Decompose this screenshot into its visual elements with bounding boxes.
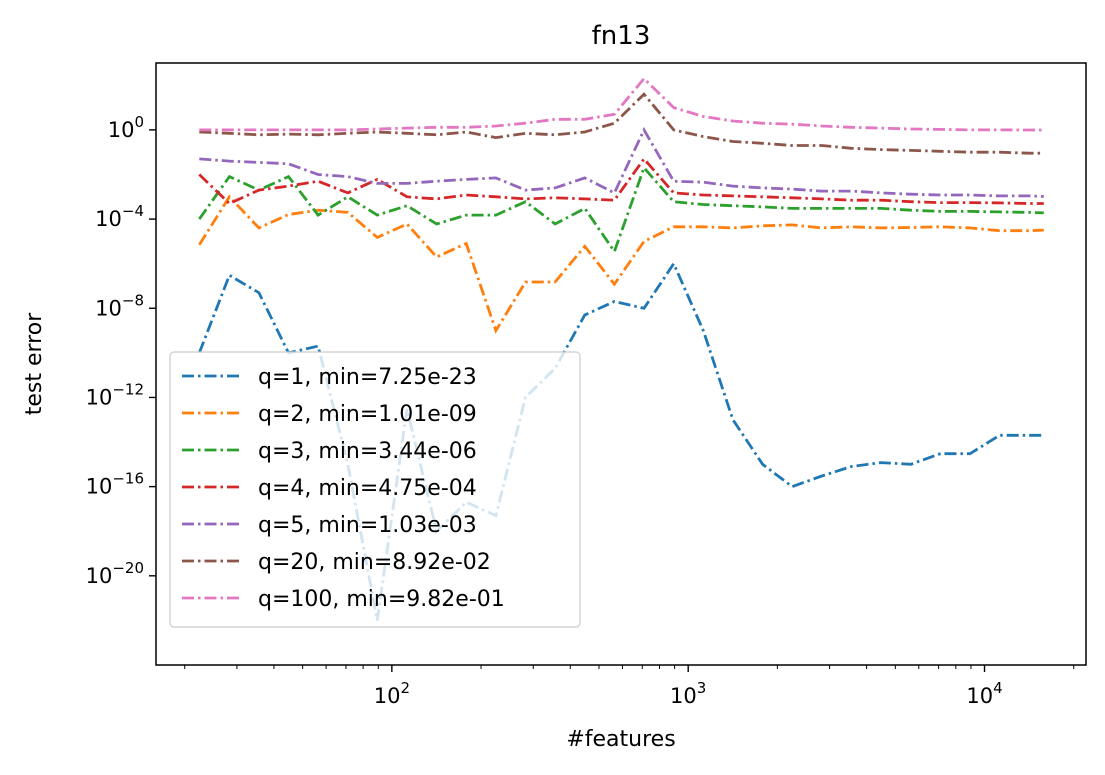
y-tick-label: 10−8 bbox=[95, 291, 144, 320]
chart-title: fn13 bbox=[592, 21, 651, 51]
legend-label-7: q=100, min=9.82e-01 bbox=[258, 587, 505, 612]
x-tick-label: 104 bbox=[966, 679, 1002, 708]
y-tick-label: 10−20 bbox=[86, 559, 144, 588]
x-axis-label: #features bbox=[566, 727, 675, 752]
series-line-2 bbox=[198, 194, 1044, 334]
series-line-7 bbox=[199, 76, 1044, 132]
legend-label-2: q=2, min=1.01e-09 bbox=[258, 402, 477, 427]
y-tick-label: 10−4 bbox=[95, 202, 144, 231]
series-line-5 bbox=[199, 126, 1044, 198]
legend-label-3: q=3, min=3.44e-06 bbox=[258, 439, 477, 464]
y-tick-label: 10−12 bbox=[86, 380, 144, 409]
series-line-6 bbox=[199, 92, 1044, 155]
legend-box bbox=[169, 351, 581, 628]
tick-layer: 102 103 104 100 10−4 10−8 10−12 10−16 10−20 bbox=[86, 113, 1075, 708]
legend-label-6: q=20, min=8.92e-02 bbox=[258, 550, 491, 575]
y-tick-label: 10−16 bbox=[86, 470, 144, 499]
y-axis-label: test error bbox=[22, 312, 47, 415]
x-tick-label: 102 bbox=[374, 679, 410, 708]
legend-label-1: q=1, min=7.25e-23 bbox=[258, 365, 477, 390]
legend-label-4: q=4, min=4.75e-04 bbox=[258, 476, 477, 501]
plot-frame bbox=[155, 62, 1087, 666]
y-tick-label: 100 bbox=[108, 113, 144, 142]
legend-label-5: q=5, min=1.03e-03 bbox=[258, 513, 477, 538]
series-line-4 bbox=[198, 156, 1044, 206]
legend: q=1, min=7.25e-23 q=2, min=1.01e-09 q=3, m… bbox=[169, 351, 581, 628]
x-tick-label: 103 bbox=[670, 679, 706, 708]
